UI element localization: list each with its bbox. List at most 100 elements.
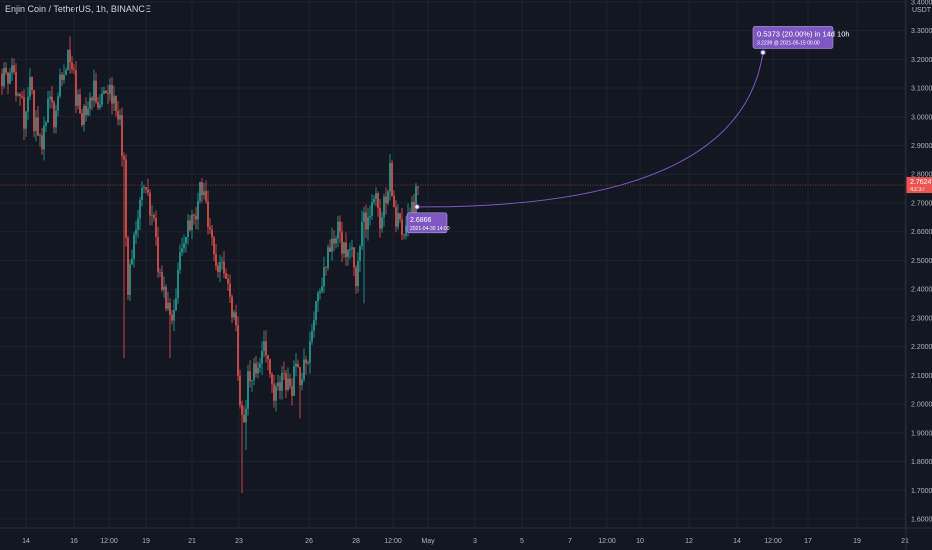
candle-body bbox=[17, 94, 19, 96]
candle-body bbox=[317, 292, 319, 302]
candle-body bbox=[281, 373, 283, 391]
x-tick-label: 7 bbox=[568, 538, 572, 545]
candle-body bbox=[413, 201, 415, 215]
projection-end-point bbox=[760, 49, 766, 56]
candle-body bbox=[367, 217, 369, 230]
candle-body bbox=[101, 93, 103, 105]
candle-body bbox=[127, 237, 129, 295]
y-tick-label: 2.7000 bbox=[911, 200, 932, 207]
candle-body bbox=[97, 102, 99, 108]
candle-body bbox=[239, 375, 241, 406]
candle-body bbox=[113, 95, 115, 104]
candle-body bbox=[33, 90, 35, 132]
x-tick-label: 28 bbox=[352, 538, 360, 545]
candle-body bbox=[27, 96, 29, 112]
candle-body bbox=[249, 371, 251, 382]
candle-body bbox=[5, 67, 7, 73]
start-label-box bbox=[406, 212, 448, 234]
candle-body bbox=[243, 414, 245, 423]
candle-body bbox=[181, 248, 183, 253]
candle-body bbox=[73, 69, 75, 71]
candle-body bbox=[205, 191, 207, 202]
candle-body bbox=[229, 283, 231, 297]
y-tick-label: 2.5000 bbox=[911, 258, 932, 265]
candle-body bbox=[375, 193, 377, 199]
candle-body bbox=[169, 302, 171, 315]
candle-body bbox=[133, 234, 135, 259]
y-tick-label: 1.8000 bbox=[911, 459, 932, 466]
candle-body bbox=[171, 314, 173, 321]
candle-body bbox=[383, 196, 385, 218]
candle-body bbox=[333, 238, 335, 244]
candle-body bbox=[305, 359, 307, 364]
chart-title: Enjin Coin / TetherUS, 1h, BINANCE bbox=[5, 4, 151, 14]
candle-body bbox=[193, 214, 195, 216]
candle-body bbox=[391, 163, 393, 196]
candle-body bbox=[345, 242, 347, 258]
candle-body bbox=[53, 102, 55, 128]
projection-start-point bbox=[414, 204, 420, 210]
candle-body bbox=[393, 195, 395, 207]
candlestick-series bbox=[1, 36, 419, 494]
candle-body bbox=[287, 378, 289, 390]
y-tick-label: 3.0000 bbox=[911, 114, 932, 121]
candle-body bbox=[217, 265, 219, 272]
candle-body bbox=[41, 135, 43, 150]
candle-body bbox=[351, 247, 353, 249]
candle-body bbox=[275, 386, 277, 401]
x-tick-label: 14 bbox=[22, 538, 30, 545]
candle-body bbox=[39, 135, 41, 137]
x-tick-label: 12:00 bbox=[598, 538, 616, 545]
candle-body bbox=[167, 302, 169, 309]
candle-body bbox=[329, 247, 331, 252]
candle-body bbox=[147, 189, 149, 193]
candle-body bbox=[203, 191, 205, 196]
x-tick-label: 3 bbox=[473, 538, 477, 545]
candle-body bbox=[245, 408, 247, 423]
x-tick-label: 12:00 bbox=[764, 538, 782, 545]
candle-body bbox=[323, 267, 325, 287]
candle-body bbox=[15, 72, 17, 96]
candle-body bbox=[405, 225, 407, 236]
candle-body bbox=[381, 217, 383, 229]
y-tick-label: 3.2000 bbox=[911, 57, 932, 64]
candle-body bbox=[165, 286, 167, 309]
candle-body bbox=[161, 272, 163, 290]
y-tick-label: 1.6000 bbox=[911, 517, 932, 524]
candle-body bbox=[3, 67, 5, 87]
candle-body bbox=[237, 325, 239, 376]
candle-body bbox=[267, 355, 269, 360]
x-tick-label: 12:00 bbox=[100, 538, 118, 545]
candle-body bbox=[63, 74, 65, 80]
candle-body bbox=[91, 97, 93, 101]
candle-body bbox=[107, 92, 109, 94]
candle-body bbox=[337, 221, 339, 239]
candle-body bbox=[139, 200, 141, 219]
candle-body bbox=[119, 115, 121, 120]
candle-body bbox=[387, 191, 389, 204]
candle-body bbox=[9, 72, 11, 84]
candle-body bbox=[95, 80, 97, 103]
candle-body bbox=[227, 278, 229, 284]
candle-body bbox=[313, 320, 315, 331]
x-tick-label: 12:00 bbox=[384, 538, 402, 545]
candle-body bbox=[89, 97, 91, 109]
candle-body bbox=[67, 49, 69, 71]
candle-body bbox=[111, 84, 113, 104]
y-tick-label: 3.4000 bbox=[911, 0, 932, 6]
candle-body bbox=[341, 231, 343, 254]
candle-body bbox=[241, 405, 243, 415]
candle-body bbox=[135, 229, 137, 235]
candle-body bbox=[179, 252, 181, 270]
candle-body bbox=[379, 208, 381, 229]
candle-body bbox=[349, 248, 351, 251]
candle-body bbox=[155, 217, 157, 237]
candle-body bbox=[361, 221, 363, 247]
candle-body bbox=[177, 269, 179, 299]
candle-body bbox=[199, 182, 201, 202]
candle-body bbox=[235, 312, 237, 326]
candle-body bbox=[83, 105, 85, 125]
y-tick-label: 1.7000 bbox=[911, 488, 932, 495]
candle-body bbox=[187, 220, 189, 237]
